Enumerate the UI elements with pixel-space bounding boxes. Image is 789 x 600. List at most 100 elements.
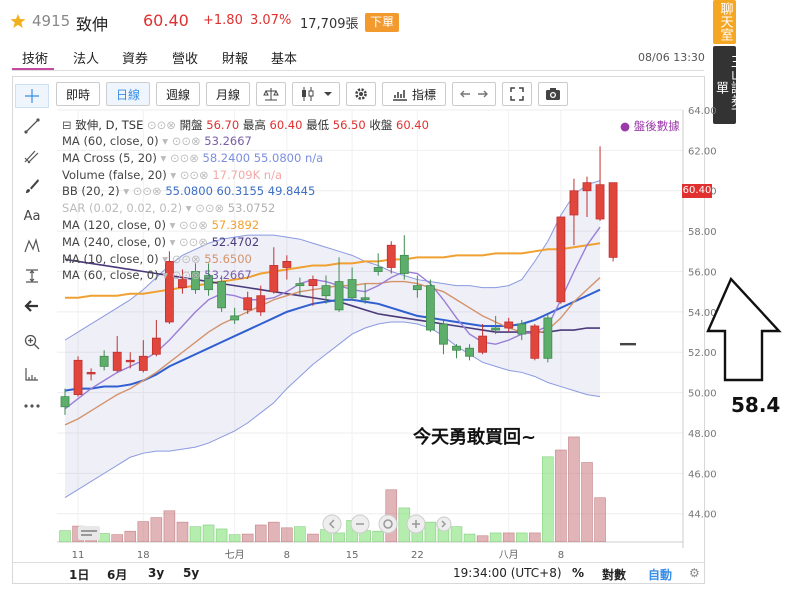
legend-row: BB (20, 2) ▾ ⊙⊙⊗ 55.0800 60.3155 49.8445 xyxy=(62,184,315,198)
settings-button[interactable] xyxy=(346,82,376,106)
back-tool[interactable] xyxy=(15,294,49,318)
legend-row-icons[interactable]: ▾ ⊙⊙⊗ xyxy=(158,251,205,266)
candle-body xyxy=(517,323,527,335)
log-toggle[interactable]: 對數 xyxy=(602,568,627,582)
volume-bar xyxy=(163,510,176,542)
brush-tool[interactable] xyxy=(15,174,49,198)
ruler-tool[interactable] xyxy=(15,362,49,386)
tab-institutional[interactable]: 法人 xyxy=(73,52,100,67)
chevron-down-icon xyxy=(324,92,332,96)
pitchfork-icon xyxy=(24,150,39,164)
indicators-button[interactable]: 指標 xyxy=(382,82,446,106)
fib-tool[interactable] xyxy=(15,144,49,168)
fullscreen-button[interactable] xyxy=(502,82,532,106)
legend-row-icons[interactable]: ▾ ⊙⊙⊗ xyxy=(182,201,228,216)
chat-room-button[interactable]: 聊天室 xyxy=(713,0,736,44)
range-6m[interactable]: 6月 xyxy=(107,568,128,582)
measure-tool[interactable] xyxy=(15,264,49,288)
volume-bars xyxy=(59,436,606,542)
candle-body xyxy=(308,279,318,287)
legend-row-icons[interactable]: ▾ ⊙⊙⊗ xyxy=(158,268,205,283)
volume-bar xyxy=(111,534,123,542)
candle-body xyxy=(321,285,331,297)
bottom-settings-icon[interactable]: ⚙ xyxy=(689,566,700,580)
broker-order-button[interactable]: 玉山證券下單 xyxy=(713,46,743,124)
legend-row-icons[interactable]: ▾ ⊙⊙⊗ xyxy=(165,218,212,232)
volume-bar xyxy=(463,533,476,542)
candle-body xyxy=(452,345,461,351)
candle-body xyxy=(243,297,253,311)
legend-close: 60.40 xyxy=(396,118,429,132)
interval-daily[interactable]: 日線 xyxy=(106,82,150,106)
tab-financials[interactable]: 財報 xyxy=(222,52,249,67)
candle-body xyxy=(256,295,266,313)
legend-row-icons[interactable]: ▾ ⊙⊙⊗ xyxy=(158,134,205,148)
volume-bar xyxy=(137,521,150,542)
legend-low-label: 最低 xyxy=(306,118,330,132)
range-3y[interactable]: 3y xyxy=(148,566,165,580)
legend-row-icons[interactable]: ▾ ⊙⊙⊗ xyxy=(119,184,166,199)
zoom-in-button[interactable] xyxy=(406,514,426,534)
interval-monthly[interactable]: 月線 xyxy=(206,82,250,106)
candle-body xyxy=(204,275,213,291)
volume-bar xyxy=(542,456,554,542)
reset-button[interactable] xyxy=(378,514,398,534)
candle-body xyxy=(491,327,501,331)
legend-row-label: MA Cross (5, 20) xyxy=(62,150,157,165)
volume-bar xyxy=(176,521,189,542)
candle-body xyxy=(465,347,474,357)
volume-bar xyxy=(502,532,515,542)
legend-row: MA (120, close, 0) ▾ ⊙⊙⊗ 57.3892 xyxy=(62,218,259,232)
scroll-right-button[interactable] xyxy=(436,516,452,532)
legend-row-icons[interactable]: ▾ ⊙⊙⊗ xyxy=(156,150,203,165)
zoom-tool[interactable] xyxy=(15,330,49,354)
tab-basic[interactable]: 基本 xyxy=(271,52,298,67)
legend-row-label: MA (120, close, 0) xyxy=(62,218,166,232)
more-tools[interactable] xyxy=(15,394,49,418)
trendline-tool[interactable] xyxy=(15,114,49,138)
pattern-tool[interactable] xyxy=(15,234,49,258)
volume-bar xyxy=(489,532,502,542)
candle-body xyxy=(569,190,579,216)
chart-scroll-controls xyxy=(322,514,452,534)
compare-button[interactable] xyxy=(256,82,286,106)
tab-technical[interactable]: 技術 xyxy=(22,52,49,67)
scroll-left-button[interactable] xyxy=(322,514,342,534)
text-tool[interactable]: Aa xyxy=(15,204,49,228)
volume-bar xyxy=(424,521,437,542)
legend-close-label: 收盤 xyxy=(369,118,393,132)
price-axis[interactable]: 44.00 46.00 48.00 50.00 52.00 54.00 56.00 58.00… xyxy=(688,106,717,521)
legend-row-icons[interactable]: ▾ ⊙⊙⊗ xyxy=(165,234,212,249)
interval-realtime[interactable]: 即時 xyxy=(56,82,100,106)
volume-bar xyxy=(450,526,463,542)
range-1d[interactable]: 1日 xyxy=(69,568,90,582)
legend-row-icons[interactable]: ▾ ⊙⊙⊗ xyxy=(166,167,213,182)
camera-icon xyxy=(546,88,560,100)
x-tick-label: 15 xyxy=(346,550,359,561)
tab-revenue[interactable]: 營收 xyxy=(172,52,199,67)
snapshot-button[interactable] xyxy=(538,82,568,106)
volume-bar xyxy=(215,528,228,542)
chart-type-button[interactable] xyxy=(292,82,340,106)
auto-toggle[interactable]: 自動 xyxy=(648,568,673,582)
x-tick-label: 八月 xyxy=(499,549,519,561)
text-tool-icon: Aa xyxy=(23,208,41,224)
undo-redo-button[interactable] xyxy=(452,82,496,106)
crosshair-tool[interactable] xyxy=(15,84,49,108)
interval-weekly[interactable]: 週線 xyxy=(156,82,200,106)
after-hours-link[interactable]: ● 盤後數據 xyxy=(620,118,680,134)
candle-body xyxy=(60,396,70,408)
y-tick-label: 64.00 xyxy=(688,106,717,117)
undo-redo-icon xyxy=(460,90,488,98)
order-button[interactable]: 下單 xyxy=(365,13,399,32)
legend-row-label: MA (60, close, 0) xyxy=(62,268,159,283)
time-axis[interactable]: 11 18 七月 8 15 22 八月 8 xyxy=(72,549,564,561)
star-icon[interactable] xyxy=(10,13,26,29)
zoom-out-button[interactable] xyxy=(350,514,370,534)
percent-toggle[interactable]: % xyxy=(572,566,585,580)
range-5y[interactable]: 5y xyxy=(183,566,200,580)
legend-row-value: 53.2667 xyxy=(204,134,252,148)
tab-margin[interactable]: 資券 xyxy=(122,52,149,67)
candle-body xyxy=(373,267,383,272)
